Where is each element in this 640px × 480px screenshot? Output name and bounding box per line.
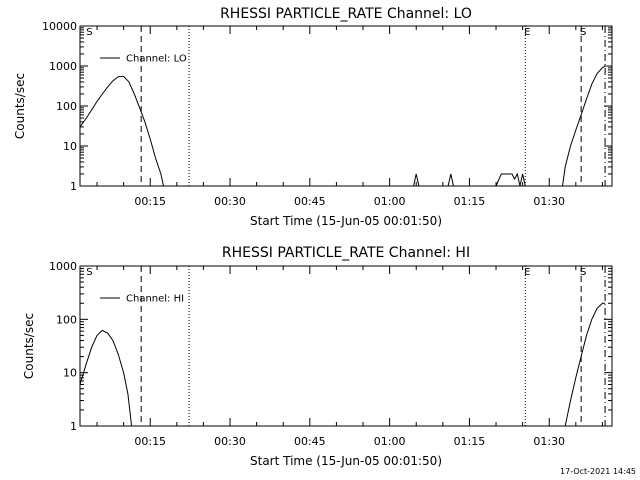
plot-frame xyxy=(79,265,613,427)
x-axis-label: Start Time (15-Jun-05 00:01:50) xyxy=(250,214,442,228)
x-tick-label: 00:30 xyxy=(214,195,246,208)
x-tick-label: 00:45 xyxy=(294,195,326,208)
event-label: S xyxy=(86,27,92,38)
panel-lo: RHESSI PARTICLE_RATE Channel: LO Start Ti… xyxy=(13,6,613,228)
y-tick-label: 1 xyxy=(70,420,77,433)
series-line-segment xyxy=(495,172,526,187)
panel-hi: RHESSI PARTICLE_RATE Channel: HI Start Ti… xyxy=(22,245,613,468)
legend-label: Channel: HI xyxy=(126,294,184,305)
event-label: S xyxy=(580,267,586,278)
y-tick-label: 100 xyxy=(56,100,77,113)
series-line-segment xyxy=(447,173,454,187)
series-line-segment xyxy=(79,329,133,427)
event-label: E xyxy=(524,27,530,38)
y-tick-label: 1000 xyxy=(49,260,77,273)
plot-frame xyxy=(79,25,613,187)
x-tick-label: 00:45 xyxy=(294,435,326,448)
x-tick-label: 00:30 xyxy=(214,435,246,448)
chart-title: RHESSI PARTICLE_RATE Channel: LO xyxy=(220,6,472,22)
y-axis-label: Counts/sec xyxy=(22,313,36,379)
y-tick-label: 10 xyxy=(63,140,77,153)
x-tick-label: 00:15 xyxy=(134,435,166,448)
series-line-segment xyxy=(79,75,164,187)
event-label: S xyxy=(86,267,92,278)
series-line-segment xyxy=(564,302,606,427)
y-tick-label: 1 xyxy=(70,180,77,193)
y-axis-label: Counts/sec xyxy=(13,73,27,139)
x-tick-label: 00:15 xyxy=(134,195,166,208)
chart-title: RHESSI PARTICLE_RATE Channel: HI xyxy=(222,245,470,261)
y-tick-label: 100 xyxy=(56,313,77,326)
x-tick-label: 01:00 xyxy=(374,435,406,448)
legend-label: Channel: LO xyxy=(126,54,187,65)
x-tick-label: 01:00 xyxy=(374,195,406,208)
footer-timestamp: 17-Oct-2021 14:45 xyxy=(560,467,636,476)
y-tick-label: 1000 xyxy=(49,60,77,73)
y-tick-label: 10000 xyxy=(42,20,77,33)
series-line-segment xyxy=(562,65,606,187)
x-axis-label: Start Time (15-Jun-05 00:01:50) xyxy=(250,454,442,468)
y-tick-label: 10 xyxy=(63,367,77,380)
x-tick-label: 01:15 xyxy=(454,435,486,448)
event-label: S xyxy=(580,27,586,38)
x-tick-label: 01:30 xyxy=(533,435,565,448)
series-line-segment xyxy=(413,173,420,187)
event-label: E xyxy=(524,267,530,278)
x-tick-label: 01:15 xyxy=(454,195,486,208)
x-tick-label: 01:30 xyxy=(533,195,565,208)
